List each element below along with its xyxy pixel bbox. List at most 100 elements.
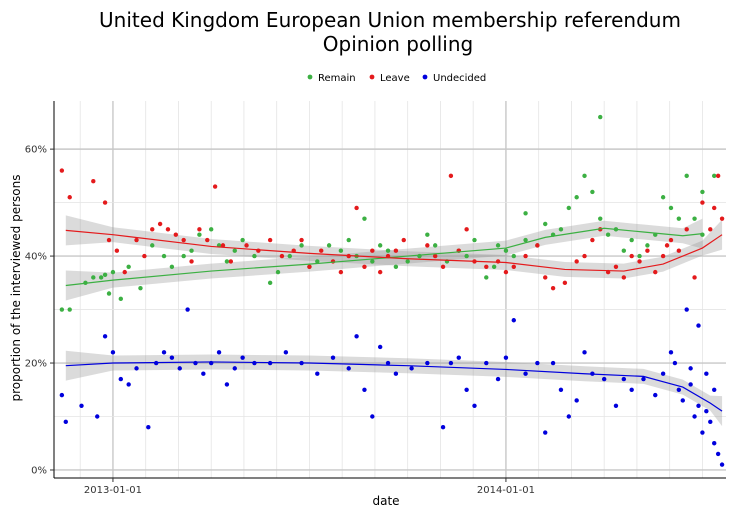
point-leave [142,253,147,259]
point-undecided [425,360,430,366]
point-undecided [315,371,320,376]
point-remain [660,195,666,200]
point-remain [232,248,237,253]
chart-subtitle: Opinion polling [323,32,473,56]
point-undecided [574,398,579,403]
point-leave [244,243,249,248]
point-remain [637,253,642,259]
point-remain [59,307,65,312]
point-leave [205,237,210,243]
point-leave [122,269,127,275]
x-tick-label: 2014-01-01 [477,485,535,496]
point-remain [523,211,528,216]
x-axis-title: date [372,494,399,508]
point-undecided [676,387,682,392]
legend-marker-undecided [422,74,428,80]
point-remain [621,248,627,253]
point-remain [346,237,351,243]
point-undecided [134,366,139,371]
point-remain [598,216,603,221]
point-leave [708,227,713,232]
point-remain [472,237,477,243]
point-leave [307,264,312,269]
point-undecided [224,382,230,387]
point-undecided [582,350,587,355]
data-points [59,114,725,467]
point-leave [299,237,304,243]
point-leave [134,237,139,243]
point-leave [503,269,509,275]
point-leave [535,243,540,248]
point-remain [405,259,410,264]
trend-line-leave [65,229,723,272]
point-leave [432,253,438,259]
point-undecided [566,414,572,419]
point-remain [495,243,501,248]
point-undecided [641,376,646,382]
legend: Remain Leave Undecided [307,73,486,84]
point-undecided [700,430,705,435]
point-leave [484,264,489,269]
point-undecided [240,355,245,360]
point-remain [338,248,344,253]
point-leave [495,259,501,264]
point-leave [550,285,556,291]
point-leave [228,259,234,264]
point-remain [91,275,96,280]
point-leave [173,232,179,237]
point-undecided [201,371,206,376]
point-leave [621,275,627,280]
point-remain [629,237,634,243]
point-undecided [362,387,367,392]
point-leave [377,269,383,275]
point-undecided [185,307,190,312]
point-undecided [684,307,689,312]
point-leave [319,248,324,253]
point-leave [157,221,163,227]
y-tick-label: 0% [31,465,47,476]
point-undecided [161,350,167,355]
point-leave [91,179,96,184]
point-undecided [456,355,461,360]
point-leave [59,168,65,173]
point-undecided [704,408,709,414]
point-remain [684,173,689,179]
point-undecided [708,419,713,425]
point-remain [700,189,705,195]
point-remain [326,243,332,248]
point-remain [189,248,194,253]
point-undecided [440,424,446,430]
point-remain [67,307,72,312]
point-remain [558,227,564,232]
plot-panel [54,101,726,478]
point-leave [719,216,725,221]
point-undecided [653,392,658,398]
confidence-ribbons [65,215,723,427]
point-undecided [118,376,124,382]
point-leave [511,264,516,269]
point-remain [110,269,116,275]
point-undecided [668,350,674,355]
point-remain [299,243,304,248]
point-remain [224,259,230,264]
point-undecided [393,371,399,376]
point-undecided [409,366,414,371]
x-tick-label: 2013-01-01 [84,485,142,496]
point-undecided [484,360,489,366]
point-leave [393,248,399,253]
point-remain [267,280,273,286]
point-undecided [550,360,556,366]
point-remain [385,248,391,253]
point-undecided [719,462,725,467]
point-undecided [102,334,108,339]
point-undecided [660,371,666,376]
point-remain [491,264,497,269]
point-undecided [370,414,375,419]
point-leave [220,243,226,248]
point-remain [370,259,375,264]
point-remain [181,253,186,259]
point-leave [370,248,375,253]
point-remain [126,264,131,269]
point-remain [523,237,528,243]
